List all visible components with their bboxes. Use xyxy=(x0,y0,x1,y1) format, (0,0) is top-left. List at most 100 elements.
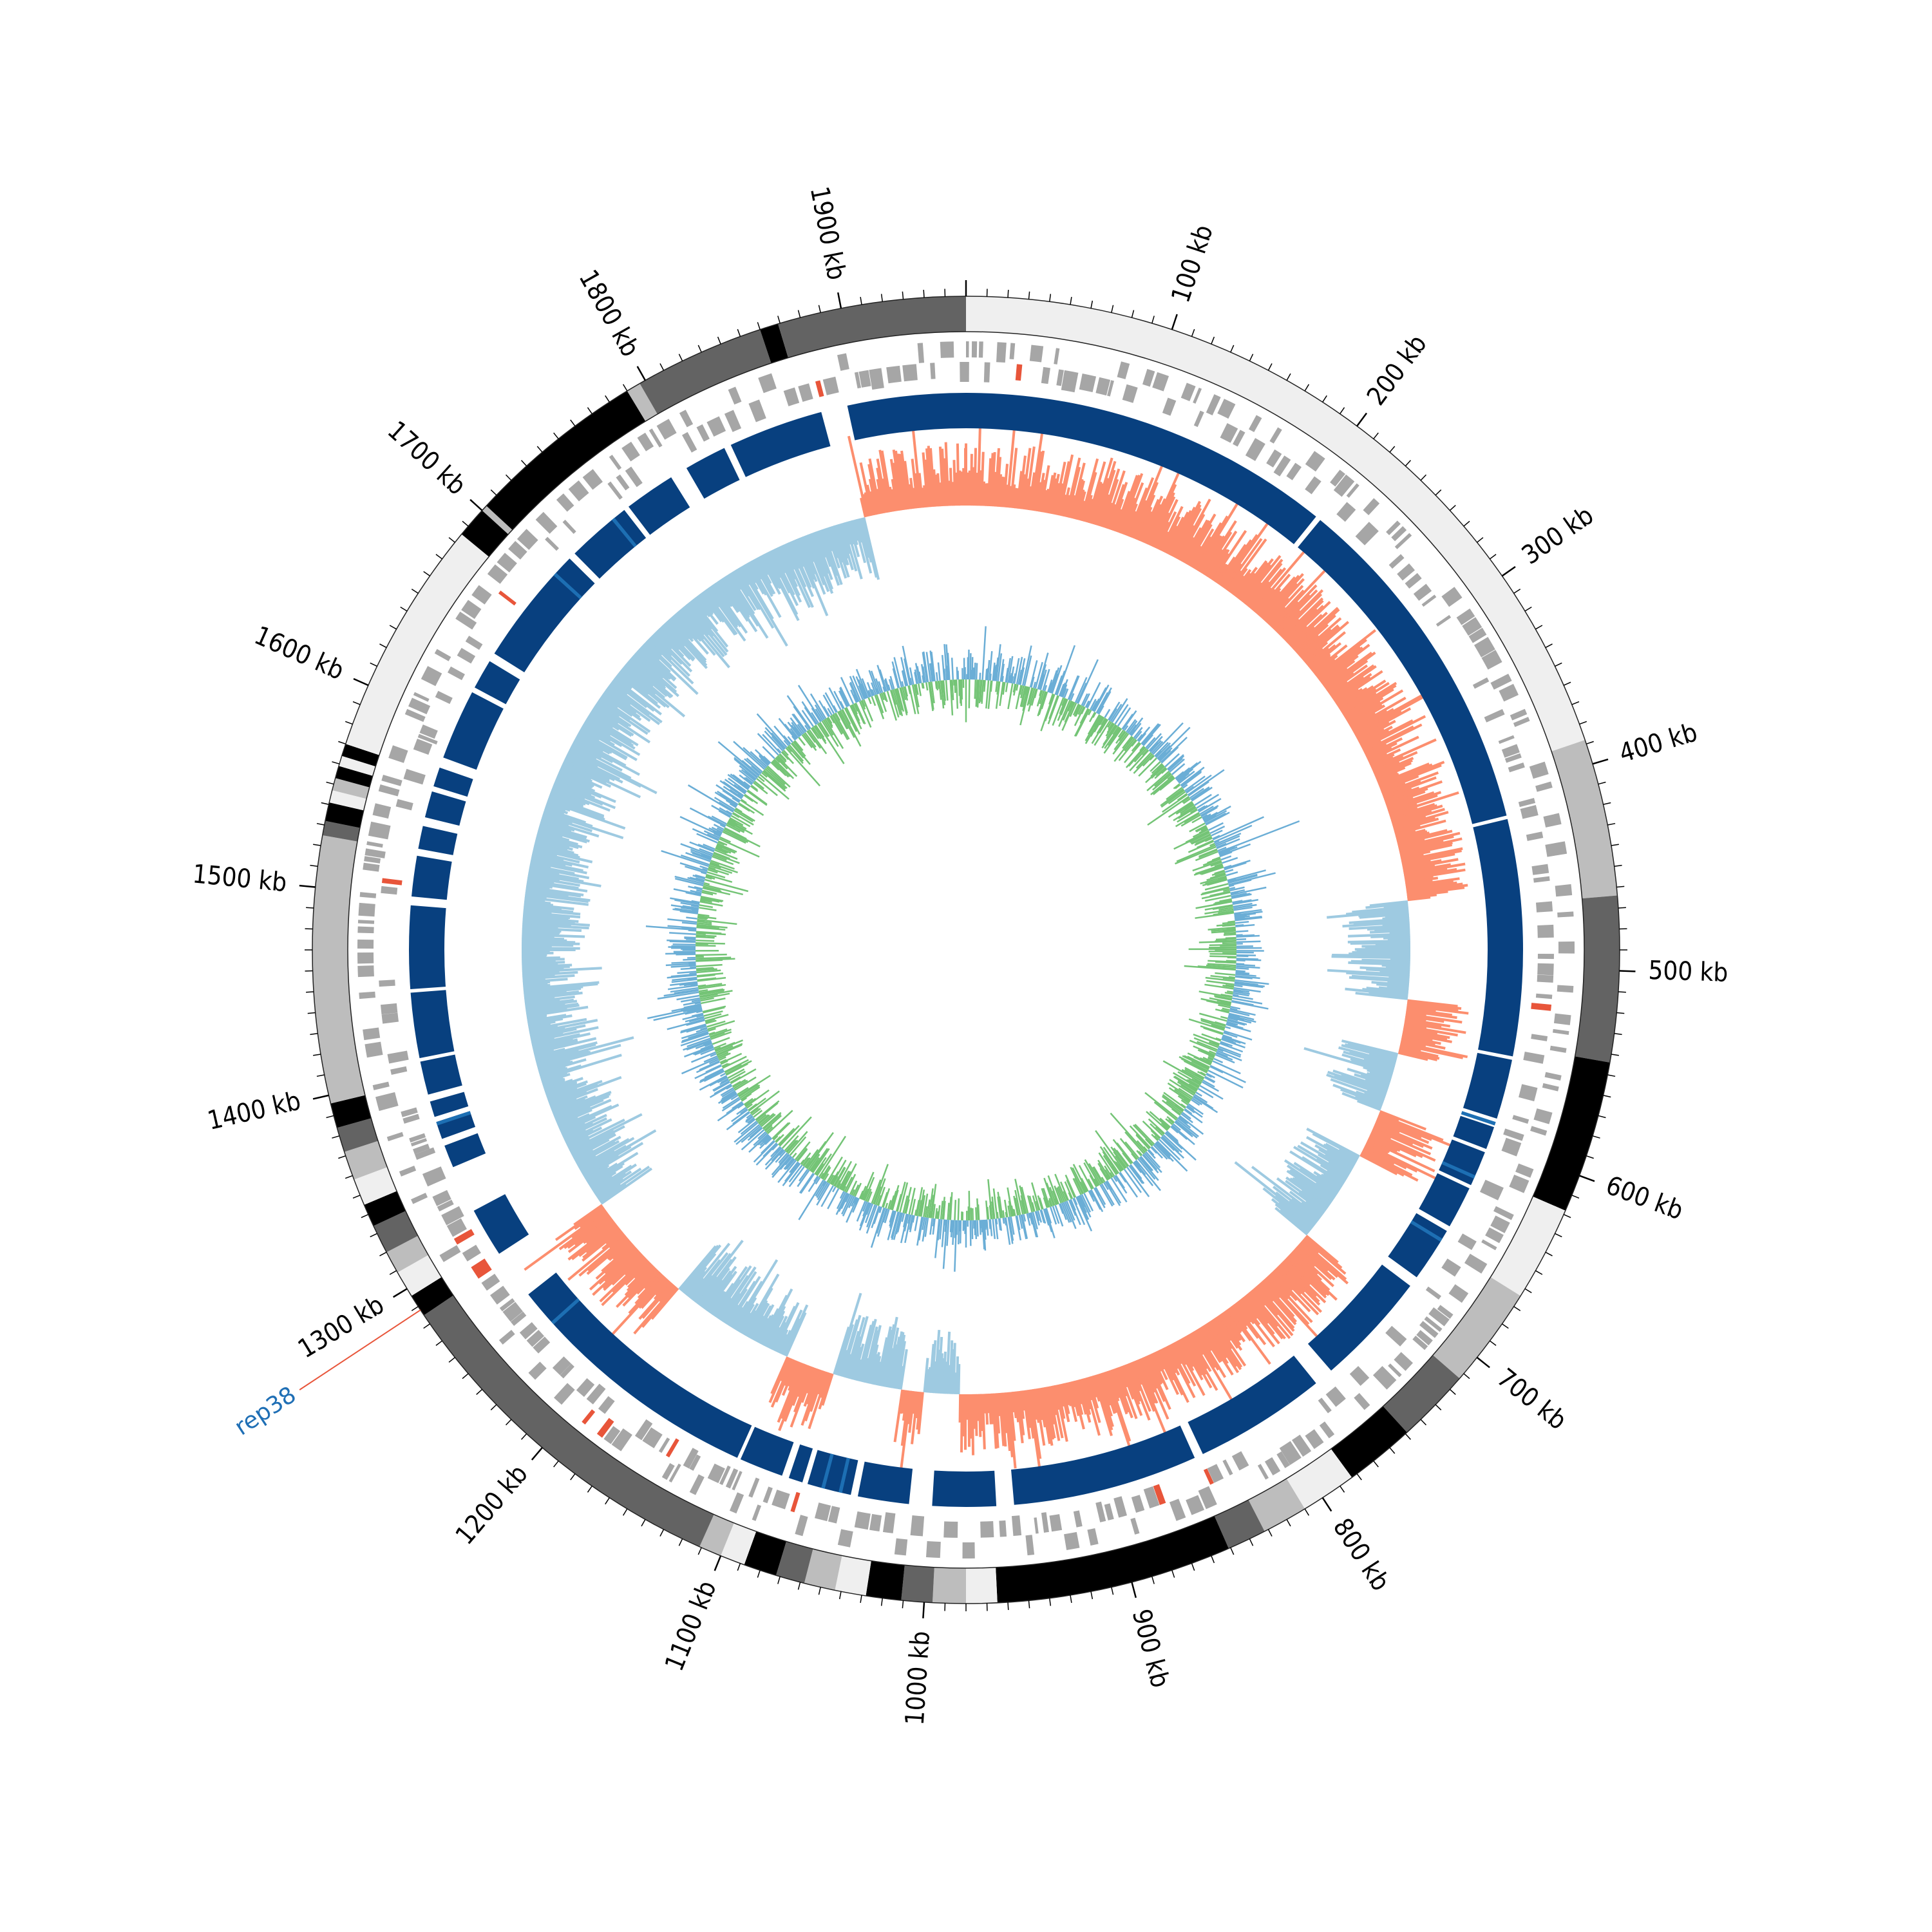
gc-content-high xyxy=(889,1210,896,1229)
gc-content-low xyxy=(1177,1095,1189,1104)
gc-skew-negative xyxy=(1362,987,1408,996)
gc-skew-negative xyxy=(745,563,765,595)
gc-skew-negative xyxy=(690,1252,729,1300)
gc-skew-positive xyxy=(1084,1378,1093,1401)
gc-content-low xyxy=(1177,809,1198,823)
gc-skew-positive xyxy=(1265,597,1290,623)
gc-skew-positive xyxy=(1295,1246,1332,1280)
gc-content-high xyxy=(1174,1121,1193,1137)
gc-skew-positive xyxy=(933,469,938,507)
gc-content-high xyxy=(1206,1072,1215,1079)
gc-content-low xyxy=(889,1195,895,1210)
gc-content-high xyxy=(1064,1201,1077,1229)
gc-skew-negative xyxy=(535,1049,579,1063)
gc-content-low xyxy=(1212,905,1233,911)
gc-skew-negative xyxy=(706,587,746,642)
gc-content-high xyxy=(699,1068,724,1082)
gc-skew-positive xyxy=(1103,1371,1132,1448)
gc-skew-positive xyxy=(1050,1385,1064,1439)
gc-skew-negative xyxy=(538,1058,587,1075)
gc-skew-positive xyxy=(1032,1388,1040,1423)
gc-skew-negative xyxy=(556,1108,592,1126)
gc-skew-positive xyxy=(1187,524,1213,566)
karyotype-band xyxy=(335,766,373,788)
gc-skew-positive xyxy=(1341,692,1377,715)
gc-skew-positive xyxy=(585,1226,620,1254)
gc-skew-negative xyxy=(709,585,739,627)
gc-content-high xyxy=(736,1106,747,1115)
gc-skew-positive xyxy=(1371,738,1437,770)
gc-skew-negative xyxy=(1305,1136,1356,1166)
gc-skew-negative xyxy=(739,1303,759,1334)
synteny-block xyxy=(494,558,595,673)
gc-content-low xyxy=(724,1063,742,1074)
gene-feature xyxy=(1424,1316,1443,1332)
tick-label: 1200 kb xyxy=(450,1459,534,1551)
gc-skew-positive xyxy=(1287,1255,1330,1296)
gene-feature xyxy=(1526,831,1544,841)
gc-content-high xyxy=(1186,774,1212,794)
gc-content-high xyxy=(893,657,903,688)
gc-skew-positive xyxy=(976,422,982,506)
gc-content-low xyxy=(1200,1071,1206,1076)
synteny-block xyxy=(1011,1425,1195,1505)
gene-feature xyxy=(1130,1517,1140,1535)
gc-skew-positive xyxy=(980,1394,983,1432)
gc-content-high xyxy=(836,1191,847,1209)
gc-skew-negative xyxy=(522,940,576,944)
gc-content-low xyxy=(1101,725,1118,749)
gc-skew-positive xyxy=(1175,524,1195,559)
gc-skew-negative xyxy=(894,1334,906,1389)
gc-content-low xyxy=(786,746,793,753)
gc-skew-positive xyxy=(1070,1381,1085,1430)
gc-content-low xyxy=(1072,1167,1086,1193)
gc-skew-negative xyxy=(522,980,551,986)
gc-skew-positive xyxy=(1253,1287,1279,1316)
gc-content-low xyxy=(808,1153,820,1171)
gc-content-low xyxy=(1199,1012,1227,1022)
gc-content-high xyxy=(1149,742,1159,752)
gc-content-low xyxy=(987,1206,990,1220)
gc-content-high xyxy=(743,777,753,785)
gc-content-high xyxy=(1205,811,1230,826)
gc-content-low xyxy=(1215,938,1236,941)
tick-label: 1700 kb xyxy=(382,415,472,501)
gc-content-low xyxy=(824,718,844,749)
gc-content-low xyxy=(1014,1197,1019,1216)
gc-content-high xyxy=(998,1218,1001,1231)
gene-feature xyxy=(642,1427,663,1448)
minor-tick xyxy=(400,606,408,612)
gc-content-high xyxy=(817,1182,829,1200)
gc-skew-positive xyxy=(781,1360,799,1396)
gc-content-low xyxy=(836,1160,853,1188)
gc-content-high xyxy=(783,739,790,746)
gc-content-low xyxy=(1220,993,1233,998)
gc-skew-negative xyxy=(846,521,855,545)
gc-skew-negative xyxy=(1340,1088,1383,1106)
gc-skew-negative xyxy=(618,670,649,696)
gc-skew-positive xyxy=(1107,484,1125,530)
gc-skew-negative xyxy=(1346,971,1410,978)
gene-feature xyxy=(681,431,697,453)
minor-tick xyxy=(797,1582,801,1590)
gc-content-low xyxy=(1028,1195,1035,1212)
band-inner-outline xyxy=(347,331,1585,1569)
gc-skew-positive xyxy=(1153,1352,1168,1381)
gc-skew-positive xyxy=(1329,681,1349,696)
gc-content-low xyxy=(757,775,765,782)
gc-content-high xyxy=(720,1090,736,1102)
gc-content-high xyxy=(994,1218,999,1240)
gc-content-high xyxy=(1114,1175,1128,1194)
gc-skew-negative xyxy=(564,1128,587,1142)
gc-skew-positive xyxy=(803,1368,819,1407)
gc-content-high xyxy=(690,904,699,908)
gc-content-high xyxy=(699,848,714,855)
gc-content-high xyxy=(887,684,891,691)
gc-content-high xyxy=(687,1037,711,1048)
gc-skew-negative xyxy=(856,518,873,574)
gene-feature xyxy=(1510,708,1528,721)
gc-skew-negative xyxy=(547,797,605,821)
gc-skew-positive xyxy=(1077,1379,1092,1423)
gene-feature xyxy=(409,1133,426,1143)
gc-content-high xyxy=(716,830,723,835)
